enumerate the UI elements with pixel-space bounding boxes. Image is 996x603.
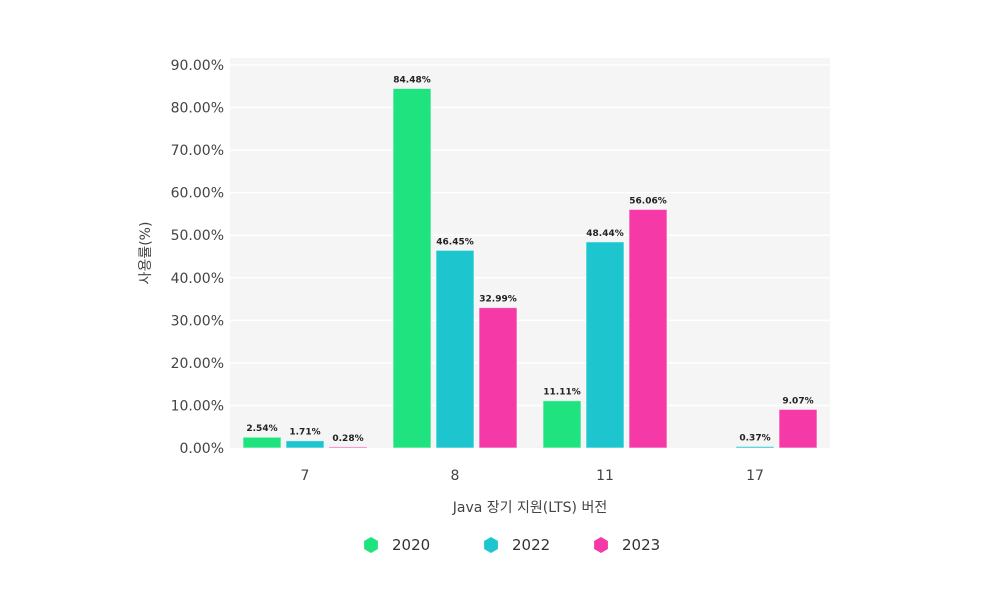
x-tick-label: 7 [301,468,310,484]
plot-background [230,58,830,448]
bar-2022-7 [285,440,325,449]
y-axis-ticks: 0.00% 10.00% 20.00% 30.00% 40.00% 50.00% 60.00… [171,58,224,457]
legend-marker-icon [484,537,498,553]
y-tick-label: 10.00% [171,398,224,414]
bar-2022-8 [435,249,475,449]
bar-2020-11 [542,400,582,449]
y-tick-label: 20.00% [171,356,224,372]
bar-2020-8 [392,87,432,449]
y-tick-label: 40.00% [171,271,224,287]
data-label: 32.99% [479,295,517,305]
y-tick-label: 50.00% [171,228,224,244]
data-label: 48.44% [586,229,624,239]
bar-2022-17 [735,445,775,449]
bar-2022-11 [585,241,625,449]
data-label: 9.07% [782,396,813,406]
legend-marker-icon [594,537,608,553]
data-label: 56.06% [629,196,667,206]
x-tick-label: 17 [746,468,764,484]
legend-marker-icon [364,537,378,553]
bar-2020-7 [242,436,282,449]
y-tick-label: 0.00% [180,441,224,457]
data-label: 0.37% [739,433,770,443]
data-label: 2.54% [246,424,277,434]
y-axis-title: 사용률(%) [138,222,154,285]
legend-label: 2020 [392,536,430,554]
legend-label: 2022 [512,536,550,554]
bars: 2.54% 1.71% 0.28% 84.48% 46.45% 32.99% 11.11% 4… [242,75,818,449]
data-label: 11.11% [543,388,581,398]
x-tick-label: 8 [451,468,460,484]
data-label: 1.71% [289,428,320,438]
y-tick-label: 30.00% [171,313,224,329]
bar-2023-7 [328,446,368,449]
data-label: 84.48% [393,75,431,85]
y-tick-label: 60.00% [171,186,224,202]
bar-2023-8 [478,307,518,449]
x-tick-label: 11 [596,468,614,484]
x-axis-title: Java 장기 지원(LTS) 버전 [452,500,607,516]
legend-label: 2023 [622,536,660,554]
y-tick-label: 90.00% [171,58,224,74]
bar-2023-11 [628,208,668,449]
bar-2023-17 [778,408,818,449]
data-label: 46.45% [436,237,474,247]
data-label: 0.28% [332,434,363,444]
y-tick-label: 70.00% [171,143,224,159]
y-tick-label: 80.00% [171,101,224,117]
legend[interactable]: 2020 2022 2023 [364,536,660,554]
x-axis-ticks: 7 8 11 17 [301,468,764,484]
gridlines [230,64,830,407]
